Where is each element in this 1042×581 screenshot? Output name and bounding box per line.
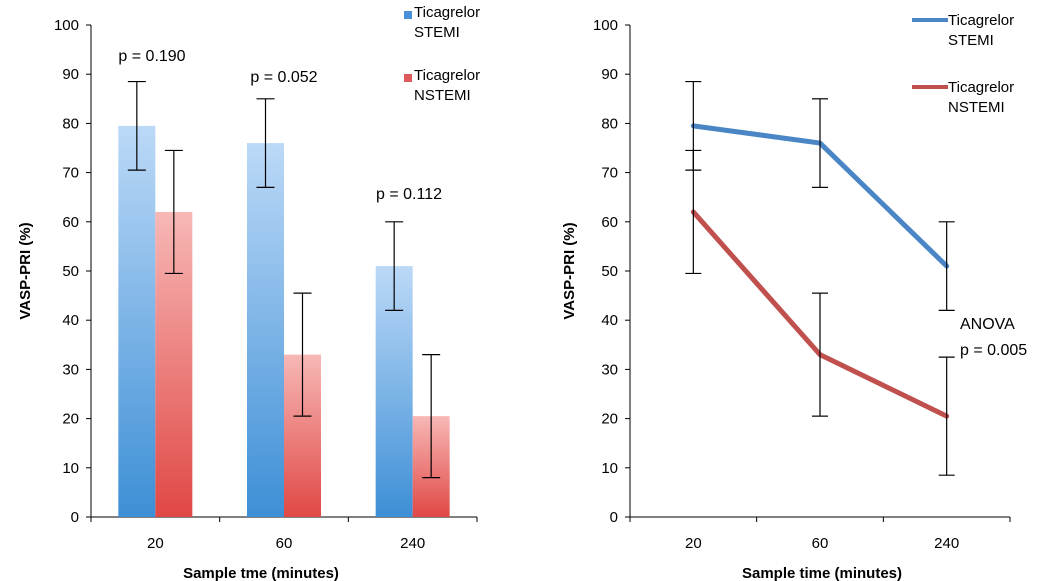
legend-swatch bbox=[404, 11, 412, 19]
y-tick-label: 60 bbox=[62, 214, 79, 231]
bar-stemi bbox=[247, 143, 284, 517]
y-tick-label: 80 bbox=[601, 115, 618, 132]
legend-label: NSTEMI bbox=[948, 99, 1005, 116]
y-tick-label: 0 bbox=[71, 509, 79, 526]
legend-label: STEMI bbox=[414, 24, 460, 41]
x-tick-label: 60 bbox=[276, 535, 293, 552]
y-tick-label: 50 bbox=[601, 263, 618, 280]
y-tick-label: 90 bbox=[62, 66, 79, 83]
legend-label: Ticagrelor bbox=[414, 67, 480, 84]
x-tick-label: 60 bbox=[812, 535, 829, 552]
y-tick-label: 40 bbox=[601, 312, 618, 329]
legend-label: Ticagrelor bbox=[414, 4, 480, 21]
y-axis-title: VASP-PRI (%) bbox=[17, 222, 34, 319]
line-chart: 0 10 20 30 40 50 60 70 80 90 100 20 60 240 VASP-PRI (%… bbox=[561, 12, 1027, 581]
legend-label: NSTEMI bbox=[414, 87, 471, 104]
bar-chart: 0 10 20 30 40 50 60 70 80 90 100 20 p = 0.190 60 p = 0… bbox=[17, 4, 480, 581]
anova-annotation: ANOVA bbox=[960, 316, 1015, 333]
y-tick-label: 70 bbox=[62, 165, 79, 182]
p-value-annotation: p = 0.190 bbox=[118, 48, 185, 65]
x-axis-title: Sample tme (minutes) bbox=[183, 565, 339, 581]
y-tick-label: 20 bbox=[601, 411, 618, 428]
y-tick-label: 60 bbox=[601, 214, 618, 231]
y-tick-label: 80 bbox=[62, 115, 79, 132]
bar-stemi bbox=[118, 125, 156, 518]
legend-swatch bbox=[404, 74, 412, 82]
x-axis-title: Sample time (minutes) bbox=[742, 565, 902, 581]
legend-label: STEMI bbox=[948, 32, 994, 49]
legend-label: Ticagrelor bbox=[948, 12, 1014, 29]
y-tick-label: 10 bbox=[62, 460, 79, 477]
y-tick-label: 20 bbox=[62, 411, 79, 428]
y-tick-label: 50 bbox=[62, 263, 79, 280]
y-tick-label: 100 bbox=[54, 17, 79, 34]
y-tick-label: 0 bbox=[610, 509, 618, 526]
y-tick-label: 30 bbox=[62, 361, 79, 378]
y-tick-label: 40 bbox=[62, 312, 79, 329]
legend-label: Ticagrelor bbox=[948, 79, 1014, 96]
x-tick-label: 240 bbox=[934, 535, 959, 552]
y-tick-label: 90 bbox=[601, 66, 618, 83]
x-tick-label: 20 bbox=[147, 535, 164, 552]
y-tick-label: 70 bbox=[601, 165, 618, 182]
x-tick-label: 240 bbox=[400, 535, 425, 552]
p-value-annotation: p = 0.112 bbox=[376, 186, 442, 203]
y-axis-title: VASP-PRI (%) bbox=[561, 222, 578, 319]
anova-p-annotation: p = 0.005 bbox=[960, 342, 1027, 359]
y-tick-label: 100 bbox=[593, 17, 618, 34]
y-tick-label: 10 bbox=[601, 460, 618, 477]
y-tick-label: 30 bbox=[601, 361, 618, 378]
x-tick-label: 20 bbox=[685, 535, 702, 552]
p-value-annotation: p = 0.052 bbox=[250, 69, 317, 86]
